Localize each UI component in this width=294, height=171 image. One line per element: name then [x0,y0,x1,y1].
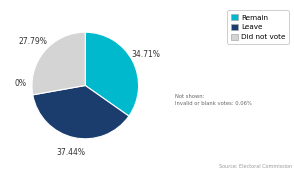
Text: 37.44%: 37.44% [56,148,85,157]
Text: 34.71%: 34.71% [131,50,160,58]
Wedge shape [32,32,85,95]
Text: Not shown:
Invalid or blank votes: 0.06%: Not shown: Invalid or blank votes: 0.06% [175,94,252,106]
Wedge shape [33,86,129,139]
Legend: Remain, Leave, Did not vote: Remain, Leave, Did not vote [227,10,289,44]
Wedge shape [85,32,138,116]
Text: 27.79%: 27.79% [19,37,47,46]
Text: 0%: 0% [14,79,26,88]
Text: Source: Electoral Commission: Source: Electoral Commission [219,164,293,169]
